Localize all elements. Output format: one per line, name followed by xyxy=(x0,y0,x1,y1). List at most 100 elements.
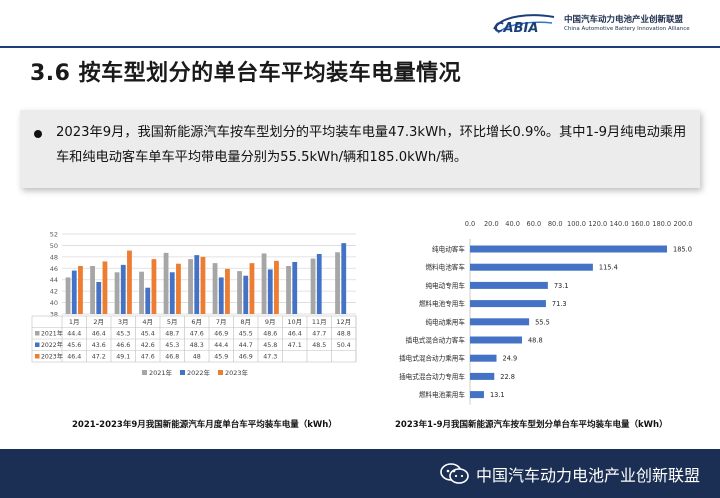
bar-2022年-5月 xyxy=(169,272,175,314)
data-label: 47.7 xyxy=(312,331,326,338)
x-tick-label: 6月 xyxy=(191,318,202,326)
wechat-icon xyxy=(440,462,469,484)
data-label: 45.9 xyxy=(214,354,228,361)
bar-2022年-7月 xyxy=(218,277,224,314)
x-tick-label: 8月 xyxy=(240,318,251,326)
x-tick-label: 3月 xyxy=(118,318,129,326)
bar-2023年-1月 xyxy=(78,266,83,314)
data-label: 47.1 xyxy=(288,342,302,349)
data-label: 47.3 xyxy=(263,354,277,361)
y-tick-label: 燃料电池客车 xyxy=(425,263,465,272)
org-name-cn: 中国汽车动力电池产业创新联盟 xyxy=(564,15,684,25)
table-series-label: 2023年 xyxy=(41,353,63,361)
data-label: 46.4 xyxy=(288,331,302,338)
bar-2023年-4月 xyxy=(151,259,157,314)
table-legend-key-2023年 xyxy=(35,354,40,359)
brand-logo: CABIA 中国汽车动力电池产业创新联盟 China Automotive Ba… xyxy=(488,10,690,38)
bar-2022年-10月 xyxy=(292,262,298,314)
footer-text: 中国汽车动力电池产业创新联盟 xyxy=(475,465,700,485)
y-tick-label: 42 xyxy=(50,288,58,296)
bar-2022年-1月 xyxy=(71,270,77,314)
summary-text: 2023年9月，我国新能源汽车按车型划分的平均装车电量47.3kWh，环比增长0… xyxy=(56,125,687,165)
table-legend-key-2022年 xyxy=(35,342,40,347)
table-legend-key-2021年 xyxy=(35,331,40,336)
bar-2022年-4月 xyxy=(145,287,151,314)
data-label: 45.3 xyxy=(116,331,130,338)
x-tick-label: 40.0 xyxy=(505,220,520,228)
y-tick-label: 38 xyxy=(50,311,58,319)
x-tick-label: 100.0 xyxy=(567,220,586,228)
bar-插电式混合动力乘用车 xyxy=(470,354,497,362)
x-tick-label: 1月 xyxy=(69,318,80,326)
bar-纯电动客车 xyxy=(470,245,668,253)
data-label: 46.9 xyxy=(214,331,228,338)
header: CABIA 中国汽车动力电池产业创新联盟 China Automotive Ba… xyxy=(0,0,720,48)
y-tick-label: 52 xyxy=(50,231,58,239)
bar-2021年-2月 xyxy=(90,266,95,314)
data-label: 45.3 xyxy=(165,342,179,349)
bar-2023年-6月 xyxy=(200,256,206,314)
org-name-en: China Automotive Battery Innovation Alli… xyxy=(564,25,690,32)
data-label: 44.4 xyxy=(214,342,228,349)
y-tick-label: 纯电动乘用车 xyxy=(425,317,465,326)
y-tick-label: 40 xyxy=(50,299,58,307)
x-tick-label: 120.0 xyxy=(588,220,607,228)
y-tick-label: 50 xyxy=(50,242,58,250)
bar-燃料电池乘用车 xyxy=(470,391,484,399)
bar-2023年-7月 xyxy=(225,268,230,314)
data-label: 185.0 xyxy=(673,246,692,254)
bar-插电式混合动力专用车 xyxy=(470,372,495,380)
data-label: 46.4 xyxy=(67,354,81,361)
bar-2021年-6月 xyxy=(188,259,193,314)
org-name: 中国汽车动力电池产业创新联盟 China Automotive Battery … xyxy=(564,16,690,32)
bar-纯电动乘用车 xyxy=(470,318,530,326)
data-label: 13.1 xyxy=(490,391,505,399)
data-label: 47.2 xyxy=(92,354,106,361)
legend-label: 2021年 xyxy=(149,368,173,377)
x-tick-label: 160.0 xyxy=(631,220,650,228)
bar-燃料电池专用车 xyxy=(470,300,546,308)
data-label: 46.4 xyxy=(92,331,106,338)
bar-2021年-4月 xyxy=(139,271,144,314)
x-tick-label: 140.0 xyxy=(610,220,629,228)
data-label: 115.4 xyxy=(599,264,618,272)
data-label: 48.6 xyxy=(263,331,277,338)
data-label: 48.5 xyxy=(312,342,326,349)
x-tick-label: 5月 xyxy=(167,318,178,326)
y-tick-label: 48 xyxy=(50,253,58,261)
bar-2022年-12月 xyxy=(341,243,347,314)
data-label: 45.4 xyxy=(141,331,155,338)
bar-2023年-5月 xyxy=(176,263,181,314)
data-label: 48.8 xyxy=(528,337,543,345)
data-label: 45.5 xyxy=(239,331,253,338)
bar-2021年-3月 xyxy=(114,272,120,314)
bullet-icon xyxy=(34,130,42,138)
x-tick-label: 9月 xyxy=(265,318,276,326)
vehicle-type-bar-chart-svg: 0.0 20.0 40.0 60.0 80.0 100.0 120.0 140.0 160.0 1… xyxy=(399,220,692,405)
bar-2022年-6月 xyxy=(194,255,200,314)
page-title: 3.6 按车型划分的单台车平均装车电量情况 xyxy=(30,61,462,86)
data-label: 48.7 xyxy=(165,331,179,338)
legend-key-2021年 xyxy=(142,370,147,375)
data-label: 47.6 xyxy=(190,331,204,338)
bar-2021年-1月 xyxy=(65,277,71,314)
bar-2021年-12月 xyxy=(335,252,340,314)
legend-key-2022年 xyxy=(180,370,185,375)
legend-label: 2022年 xyxy=(187,368,211,377)
x-tick-label: 0.0 xyxy=(465,220,476,228)
x-tick-label: 80.0 xyxy=(548,220,563,228)
bar-2021年-8月 xyxy=(237,271,242,314)
vehicle-type-chart-title: 2023年1-9月我国新能源汽车按车型划分单台车平均装车电量（kWh） xyxy=(395,420,668,430)
bar-2022年-2月 xyxy=(96,282,102,314)
bar-2022年-8月 xyxy=(243,275,249,314)
monthly-chart-title: 2021-2023年9月我国新能源汽车月度单台车平均装车电量（kWh） xyxy=(72,420,337,430)
footer: 中国汽车动力电池产业创新联盟 xyxy=(0,449,720,498)
data-label: 45.6 xyxy=(67,342,81,349)
x-tick-label: 4月 xyxy=(142,318,153,326)
bar-2023年-3月 xyxy=(127,250,132,314)
data-label: 50.4 xyxy=(337,342,351,349)
x-tick-label: 20.0 xyxy=(484,220,499,228)
bar-2021年-9月 xyxy=(261,253,267,314)
data-label: 42.6 xyxy=(141,342,155,349)
data-label: 46.6 xyxy=(116,342,130,349)
